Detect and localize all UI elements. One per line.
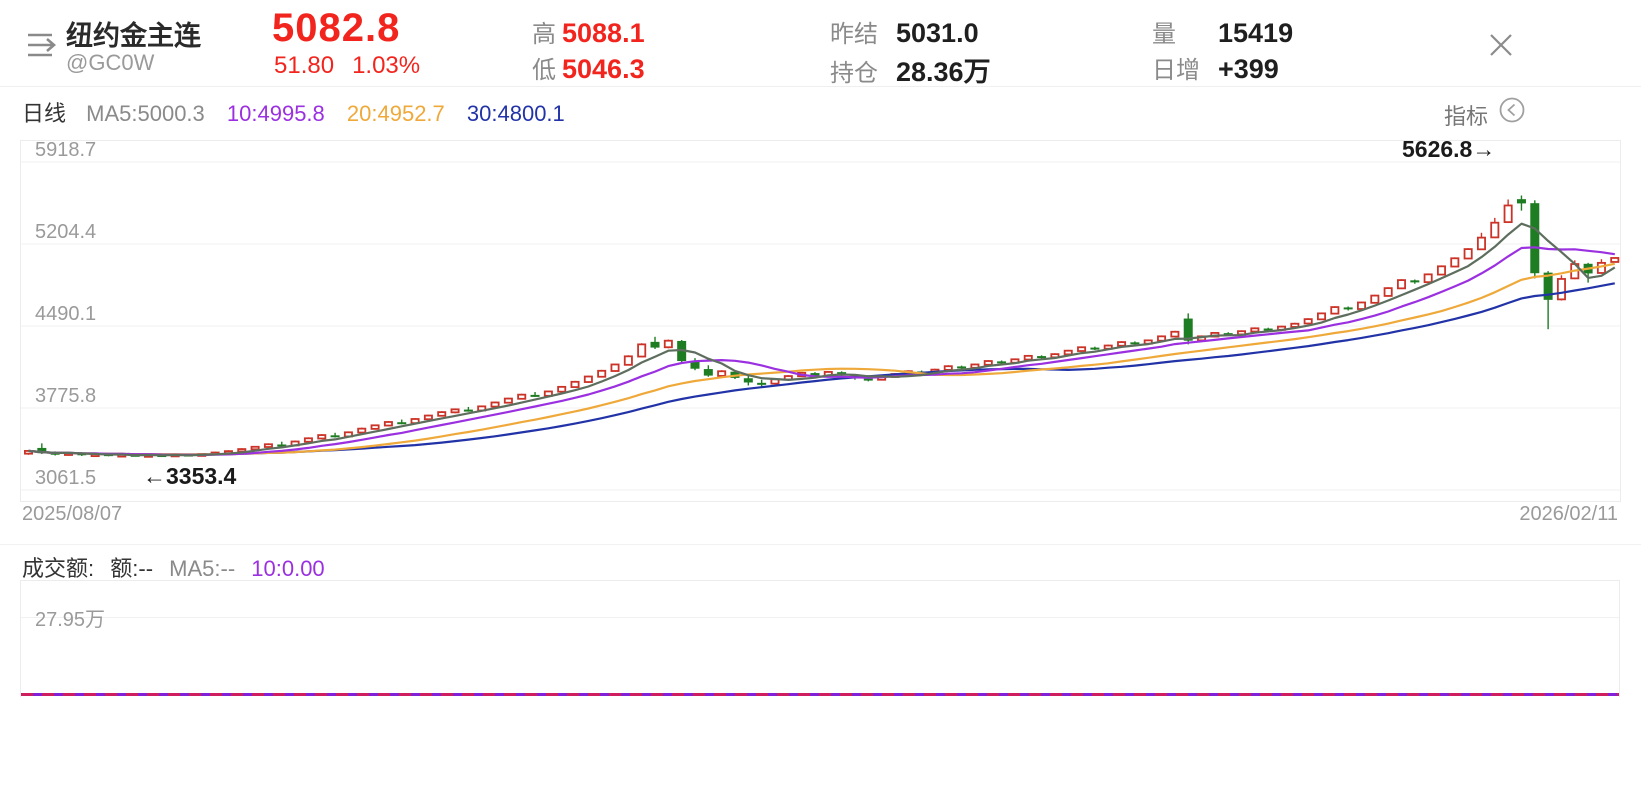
ma10-legend: 10:4995.8: [226, 101, 325, 126]
daily-increase-value: +399: [1218, 54, 1279, 84]
ma30-legend: 30:4800.1: [466, 101, 565, 126]
svg-text:5204.4: 5204.4: [35, 221, 96, 243]
ma5-legend: MA5:5000.3: [86, 101, 205, 126]
low-label: 低: [532, 57, 556, 84]
turnover-legend-row: 成交额: 额:-- MA5:-- 10:0.00: [22, 551, 335, 583]
change-percent: 1.03%: [352, 52, 421, 79]
prev-settle-value: 5031.0: [896, 18, 979, 48]
volume-block: 量 15419 日增 +399: [1152, 14, 1293, 86]
turnover-title: 成交额:: [22, 556, 95, 581]
turnover-amount: 额:--: [110, 556, 154, 581]
instrument-switch-icon[interactable]: [22, 26, 60, 64]
ma-legend-row: 日线 MA5:5000.3 10:4995.8 20:4952.7 30:480…: [22, 96, 581, 128]
low-value: 5046.3: [562, 54, 645, 84]
volume-ma-dashed-line: [21, 693, 1619, 696]
high-low-block: 高 5088.1 低 5046.3: [532, 14, 645, 86]
indicator-collapse-icon[interactable]: [1498, 96, 1526, 124]
svg-text:4490.1: 4490.1: [35, 303, 96, 325]
prev-settle-label: 昨结: [830, 21, 878, 48]
x-axis-end-date: 2026/02/11: [1519, 503, 1618, 525]
svg-text:3061.5: 3061.5: [35, 467, 96, 489]
high-value: 5088.1: [562, 18, 645, 48]
svg-text:3775.8: 3775.8: [35, 385, 96, 407]
last-price: 5082.8: [272, 6, 401, 50]
high-label: 高: [532, 21, 556, 48]
svg-text:5626.8→: 5626.8→: [1402, 140, 1495, 162]
daily-increase-label: 日增: [1152, 57, 1200, 84]
change-value: 51.80: [274, 52, 335, 79]
instrument-name: 纽约金主连: [66, 21, 201, 51]
volume-value: 15419: [1218, 18, 1294, 48]
open-interest-value: 28.36万: [896, 57, 991, 87]
ma20-legend: 20:4952.7: [346, 101, 445, 126]
turnover-ma5: MA5:--: [169, 556, 236, 581]
svg-text:5918.7: 5918.7: [35, 140, 96, 161]
x-axis-start-date: 2025/08/07: [22, 503, 123, 525]
instrument-code: @GC0W: [66, 50, 155, 75]
volume-pane[interactable]: 27.95万: [20, 580, 1620, 697]
header-divider: [0, 86, 1641, 87]
period-label: 日线: [22, 101, 67, 126]
main-candlestick-chart[interactable]: 5918.7 5204.4 4490.1 3775.8 3061.5 5626.8→ ←33…: [0, 140, 1641, 504]
volume-label: 量: [1152, 21, 1176, 48]
period-tab-bar: 分时 5日 日K 周K 月K 更多▲ 筹码分布 画线 删自选: [0, 700, 1641, 794]
settle-openinterest-block: 昨结 5031.0 持仓 28.36万: [830, 14, 991, 87]
indicator-label[interactable]: 指标: [1444, 104, 1489, 129]
turnover-ma10: 10:0.00: [251, 556, 325, 581]
svg-text:←3353.4: ←3353.4: [143, 463, 237, 489]
volume-gridline: [21, 617, 1619, 618]
price-change: 51.80 1.03%: [274, 52, 438, 80]
close-icon[interactable]: [1485, 29, 1517, 61]
pane-divider: [0, 544, 1641, 545]
volume-y-tick: 27.95万: [35, 609, 106, 631]
open-interest-label: 持仓: [830, 60, 878, 87]
